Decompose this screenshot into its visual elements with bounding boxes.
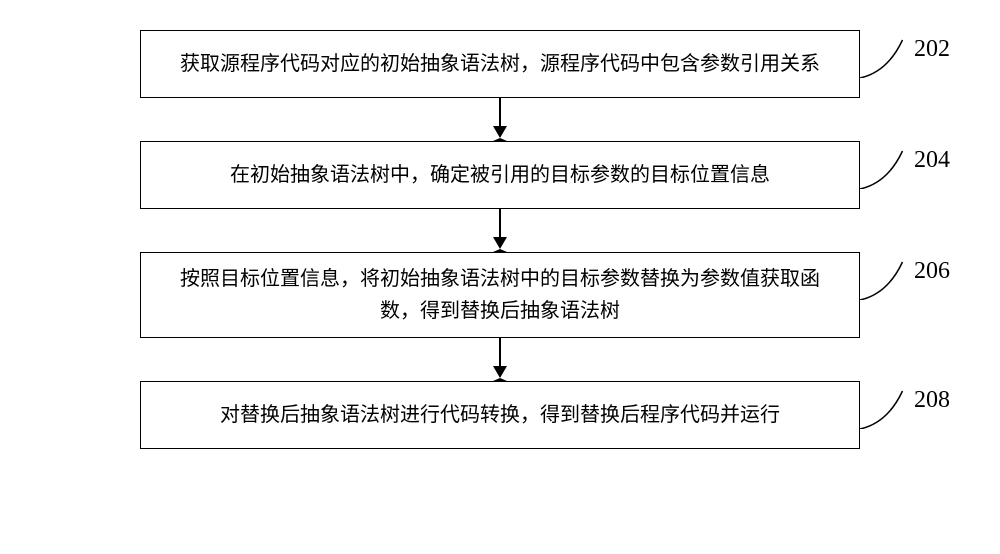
step-text-1: 获取源程序代码对应的初始抽象语法树，源程序代码中包含参数引用关系 [180, 48, 820, 80]
label-curve-2 [860, 149, 910, 189]
arrow-head-3 [493, 366, 507, 381]
step-label-3: 206 [914, 258, 950, 285]
step-label-1: 202 [914, 36, 950, 63]
arrow-line-3 [499, 338, 501, 366]
arrow-3 [493, 338, 507, 381]
step-row-3: 按照目标位置信息，将初始抽象语法树中的目标参数替换为参数值获取函数，得到替换后抽… [140, 252, 860, 338]
step-box-3: 按照目标位置信息，将初始抽象语法树中的目标参数替换为参数值获取函数，得到替换后抽… [140, 252, 860, 338]
step-box-2: 在初始抽象语法树中，确定被引用的目标参数的目标位置信息 [140, 141, 860, 209]
step-box-1: 获取源程序代码对应的初始抽象语法树，源程序代码中包含参数引用关系 [140, 30, 860, 98]
label-curve-3 [860, 260, 910, 300]
label-curve-4 [860, 389, 910, 429]
step-text-3: 按照目标位置信息，将初始抽象语法树中的目标参数替换为参数值获取函数，得到替换后抽… [161, 263, 839, 327]
step-row-1: 获取源程序代码对应的初始抽象语法树，源程序代码中包含参数引用关系 202 [140, 30, 860, 98]
step-box-4: 对替换后抽象语法树进行代码转换，得到替换后程序代码并运行 [140, 381, 860, 449]
flowchart-container: 获取源程序代码对应的初始抽象语法树，源程序代码中包含参数引用关系 202 在初始… [140, 30, 860, 449]
arrow-head-2 [493, 237, 507, 252]
arrow-2 [493, 209, 507, 252]
arrow-line-2 [499, 209, 501, 237]
arrow-1 [493, 98, 507, 141]
step-label-4: 208 [914, 387, 950, 414]
step-label-2: 204 [914, 147, 950, 174]
arrow-head-1 [493, 126, 507, 141]
label-curve-1 [860, 38, 910, 78]
step-text-4: 对替换后抽象语法树进行代码转换，得到替换后程序代码并运行 [220, 399, 780, 431]
arrow-line-1 [499, 98, 501, 126]
step-row-4: 对替换后抽象语法树进行代码转换，得到替换后程序代码并运行 208 [140, 381, 860, 449]
step-text-2: 在初始抽象语法树中，确定被引用的目标参数的目标位置信息 [230, 159, 770, 191]
step-row-2: 在初始抽象语法树中，确定被引用的目标参数的目标位置信息 204 [140, 141, 860, 209]
